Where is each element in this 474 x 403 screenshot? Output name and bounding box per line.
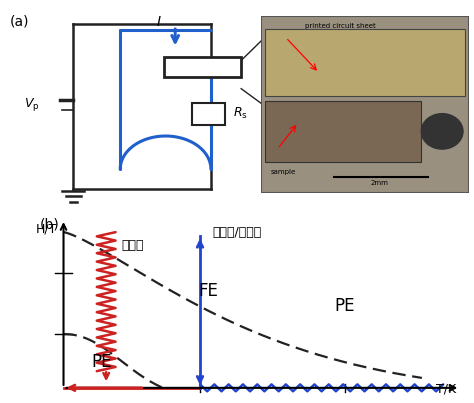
- Text: sample: sample: [271, 168, 296, 174]
- Bar: [265, 29, 465, 96]
- Text: $V_{\rm p}$: $V_{\rm p}$: [25, 96, 40, 113]
- Text: 脉冲场: 脉冲场: [121, 239, 144, 251]
- Text: (a): (a): [10, 14, 30, 28]
- Text: (b): (b): [40, 217, 60, 231]
- Text: $R_{\rm s}$: $R_{\rm s}$: [233, 106, 248, 121]
- Bar: [265, 101, 421, 162]
- Text: T/K: T/K: [436, 382, 456, 395]
- Bar: [191, 103, 225, 125]
- Text: 脉冲场/稳态场: 脉冲场/稳态场: [213, 226, 262, 239]
- Bar: [164, 58, 241, 77]
- Text: H/T: H/T: [36, 223, 57, 236]
- Circle shape: [421, 114, 463, 149]
- Text: $I$: $I$: [156, 15, 162, 29]
- Text: PE: PE: [91, 353, 112, 371]
- Text: $P$: $P$: [197, 60, 208, 74]
- Text: PE: PE: [335, 297, 356, 315]
- Text: FE: FE: [199, 283, 219, 301]
- Text: 2mm: 2mm: [371, 181, 389, 186]
- Text: printed circuit sheet: printed circuit sheet: [305, 23, 375, 29]
